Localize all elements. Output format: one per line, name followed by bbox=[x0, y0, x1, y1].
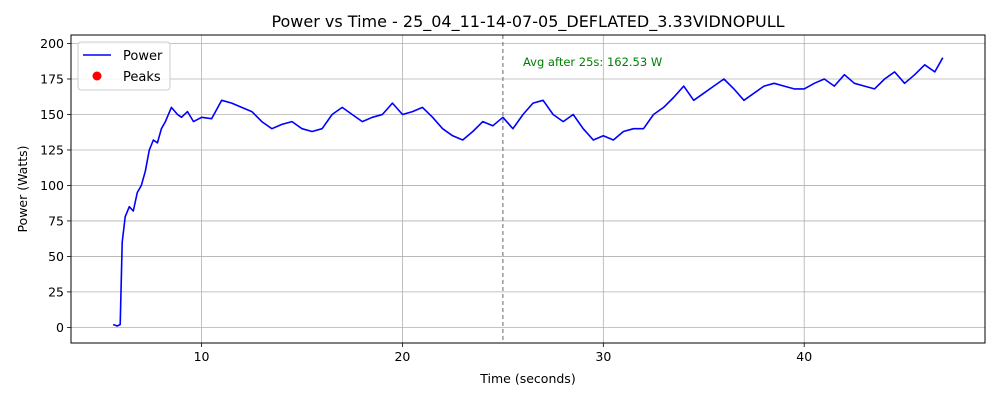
y-tick-label: 125 bbox=[40, 142, 64, 157]
chart-title: Power vs Time - 25_04_11-14-07-05_DEFLAT… bbox=[271, 12, 784, 32]
power-series-line bbox=[112, 57, 944, 327]
y-tick-label: 150 bbox=[40, 107, 64, 122]
ticks: 10 20 30 40 0 25 50 75 100 125 150 175 200 bbox=[40, 36, 812, 364]
series bbox=[112, 57, 944, 327]
legend-peaks-swatch bbox=[92, 71, 102, 81]
y-tick-label: 100 bbox=[40, 178, 64, 193]
y-tick-label: 75 bbox=[48, 213, 64, 228]
x-tick-label: 10 bbox=[194, 349, 210, 364]
x-tick-label: 20 bbox=[394, 349, 410, 364]
y-tick-label: 175 bbox=[40, 72, 64, 87]
y-tick-label: 0 bbox=[56, 320, 64, 335]
x-tick-label: 40 bbox=[796, 349, 812, 364]
y-tick-label: 50 bbox=[48, 249, 64, 264]
y-axis-label: Power (Watts) bbox=[15, 145, 30, 232]
plot-frame bbox=[70, 34, 986, 344]
x-axis-label: Time (seconds) bbox=[479, 371, 575, 386]
grid bbox=[71, 35, 985, 343]
y-tick-label: 25 bbox=[48, 284, 64, 299]
y-tick-label: 200 bbox=[40, 36, 64, 51]
x-tick-label: 30 bbox=[595, 349, 611, 364]
legend: Power Peaks bbox=[77, 41, 171, 91]
legend-peaks-label: Peaks bbox=[123, 70, 161, 85]
legend-power-label: Power bbox=[123, 49, 163, 64]
avg-annotation: Avg after 25s: 162.53 W bbox=[523, 55, 662, 69]
